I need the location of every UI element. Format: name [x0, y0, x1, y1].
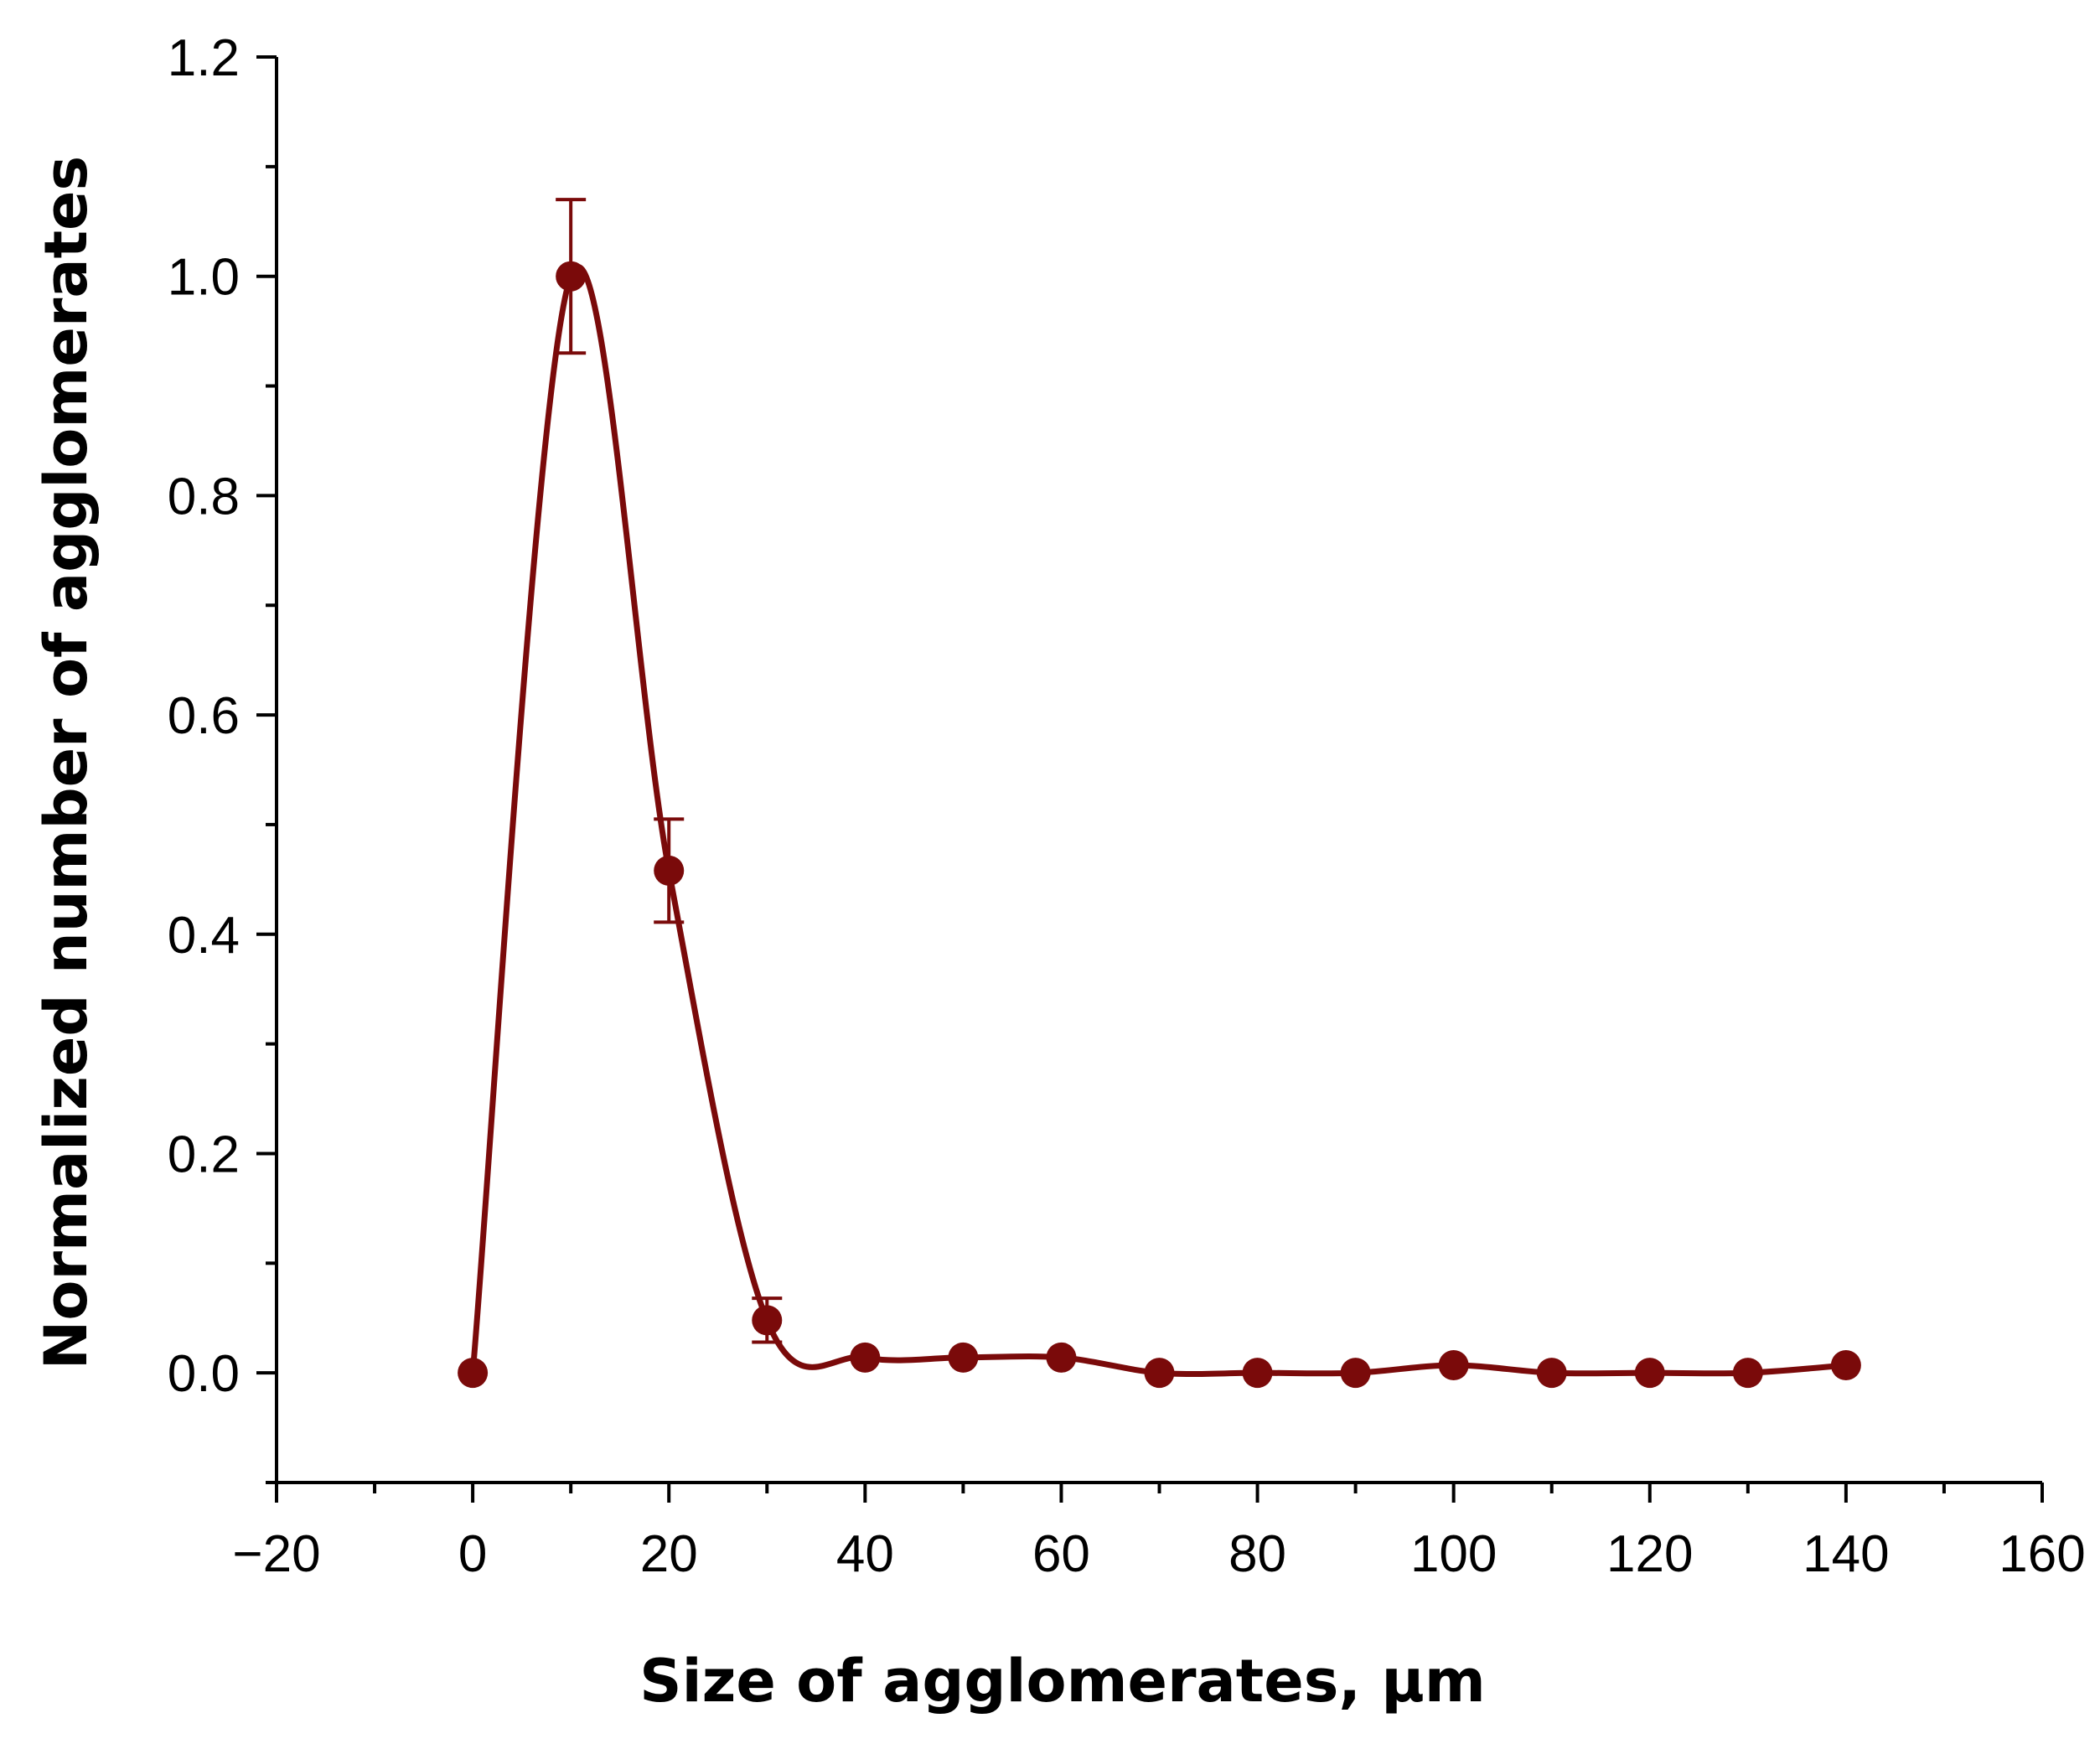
- y-tick-label: 0.0: [168, 1345, 240, 1403]
- data-point: [1732, 1358, 1763, 1389]
- y-tick-label: 0.2: [168, 1126, 240, 1183]
- y-tick-label: 1.0: [168, 249, 240, 307]
- data-point: [1340, 1358, 1371, 1389]
- x-tick-label: 0: [458, 1525, 487, 1583]
- y-axis-title: Normalized number of agglomerates: [32, 156, 101, 1369]
- y-tick-label: 0.6: [168, 687, 240, 745]
- data-point: [1046, 1342, 1077, 1373]
- x-tick-label: 20: [640, 1525, 698, 1583]
- data-point: [850, 1342, 881, 1373]
- x-tick-label: −20: [232, 1525, 320, 1583]
- data-point: [948, 1342, 979, 1373]
- x-tick-label: 80: [1228, 1525, 1286, 1583]
- y-tick-label: 0.4: [168, 907, 240, 965]
- x-tick-label: 100: [1410, 1525, 1497, 1583]
- data-point: [1634, 1358, 1665, 1389]
- tick-marks: [256, 55, 2044, 1503]
- y-tick-label: 1.2: [168, 29, 240, 87]
- data-point: [752, 1305, 783, 1336]
- data-point: [1830, 1349, 1861, 1380]
- data-point: [556, 261, 587, 292]
- x-tick-label: 40: [836, 1525, 894, 1583]
- data-point: [1536, 1358, 1567, 1389]
- x-tick-label: 120: [1606, 1525, 1693, 1583]
- x-tick-label: 140: [1803, 1525, 1889, 1583]
- axes: [275, 57, 2042, 1484]
- series: [458, 198, 1861, 1389]
- data-point: [458, 1358, 489, 1389]
- x-tick-label: 160: [1999, 1525, 2085, 1583]
- tick-labels: −20 0 20 40 60 80 100 120 140 160 0.0 0.2 0.4 0.6 0.8 1…: [168, 29, 2086, 1583]
- data-point: [1438, 1349, 1469, 1380]
- y-tick-label: 0.8: [168, 468, 240, 525]
- x-tick-label: 60: [1032, 1525, 1090, 1583]
- x-axis-title: Size of agglomerates, μm: [639, 1647, 1486, 1716]
- data-point: [654, 855, 685, 886]
- data-point: [1144, 1358, 1175, 1389]
- data-point: [1242, 1358, 1273, 1389]
